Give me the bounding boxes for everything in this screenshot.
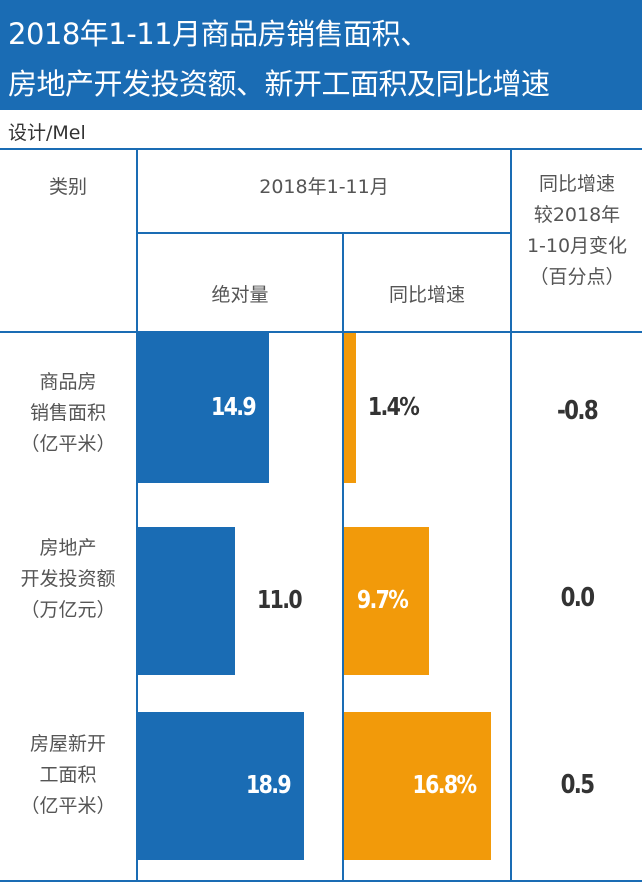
header-category: 类别 <box>48 176 87 198</box>
yoy-value-label: 16.8% <box>412 770 478 799</box>
row-label-line: （亿平米） <box>20 795 116 817</box>
table-bottom-rule <box>0 880 642 882</box>
row-label-line: 销售面积 <box>29 402 106 424</box>
chart-title-banner: 2018年1-11月商品房销售面积、 房地产开发投资额、新开工面积及同比增速 <box>0 0 642 110</box>
row-label-line: 商品房 <box>39 371 97 393</box>
row-label-line: 工面积 <box>39 764 97 786</box>
yoy-value-label: 9.7% <box>356 585 409 614</box>
row-label-new-construction: 房屋新开 工面积 （亿平米） <box>0 729 136 822</box>
row-label-line: 房地产 <box>39 537 97 559</box>
header-change-line-2: 较2018年 <box>533 204 621 226</box>
title-line-1: 2018年1-11月商品房销售面积、 <box>8 17 429 51</box>
yoy-bar-investment <box>344 527 429 675</box>
header-change-line-1: 同比增速 <box>538 173 615 195</box>
title-line-2: 房地产开发投资额、新开工面积及同比增速 <box>8 67 550 101</box>
abs-value-label: 14.9 <box>210 392 257 421</box>
abs-bar-new-construction <box>138 712 304 860</box>
change-value-sales-area: -0.8 <box>556 396 599 426</box>
designer-credit: 设计/Mel <box>8 122 86 144</box>
yoy-bar-new-construction <box>344 712 491 860</box>
category-divider <box>136 148 138 882</box>
header-change-line-4: （百分点） <box>529 266 625 288</box>
change-column-divider <box>510 148 512 882</box>
header-change-line-3: 1-10月变化 <box>526 235 628 257</box>
header-bottom-rule <box>0 331 642 333</box>
abs-bar-sales-area <box>138 333 269 483</box>
abs-value-label: 18.9 <box>245 770 292 799</box>
row-label-line: （亿平米） <box>20 433 116 455</box>
change-value-investment: 0.0 <box>560 583 595 613</box>
abs-yoy-divider <box>342 232 344 882</box>
table-top-rule <box>0 148 642 150</box>
period-subheader-rule <box>137 232 512 234</box>
row-label-line: （万亿元） <box>20 599 116 621</box>
abs-value-label: 11.0 <box>256 585 303 614</box>
header-absolute: 绝对量 <box>211 284 269 306</box>
row-label-sales-area: 商品房 销售面积 （亿平米） <box>0 367 136 460</box>
header-period: 2018年1-11月 <box>259 176 389 198</box>
yoy-value-label: 1.4% <box>367 392 420 421</box>
yoy-bar-sales-area <box>344 333 356 483</box>
row-label-investment: 房地产 开发投资额 （万亿元） <box>0 533 136 626</box>
row-label-line: 开发投资额 <box>20 568 116 590</box>
abs-bar-investment <box>138 527 235 675</box>
header-change: 同比增速 较2018年 1-10月变化 （百分点） <box>512 169 642 293</box>
change-value-new-construction: 0.5 <box>560 770 595 800</box>
row-label-line: 房屋新开 <box>29 733 106 755</box>
header-yoy: 同比增速 <box>388 284 465 306</box>
